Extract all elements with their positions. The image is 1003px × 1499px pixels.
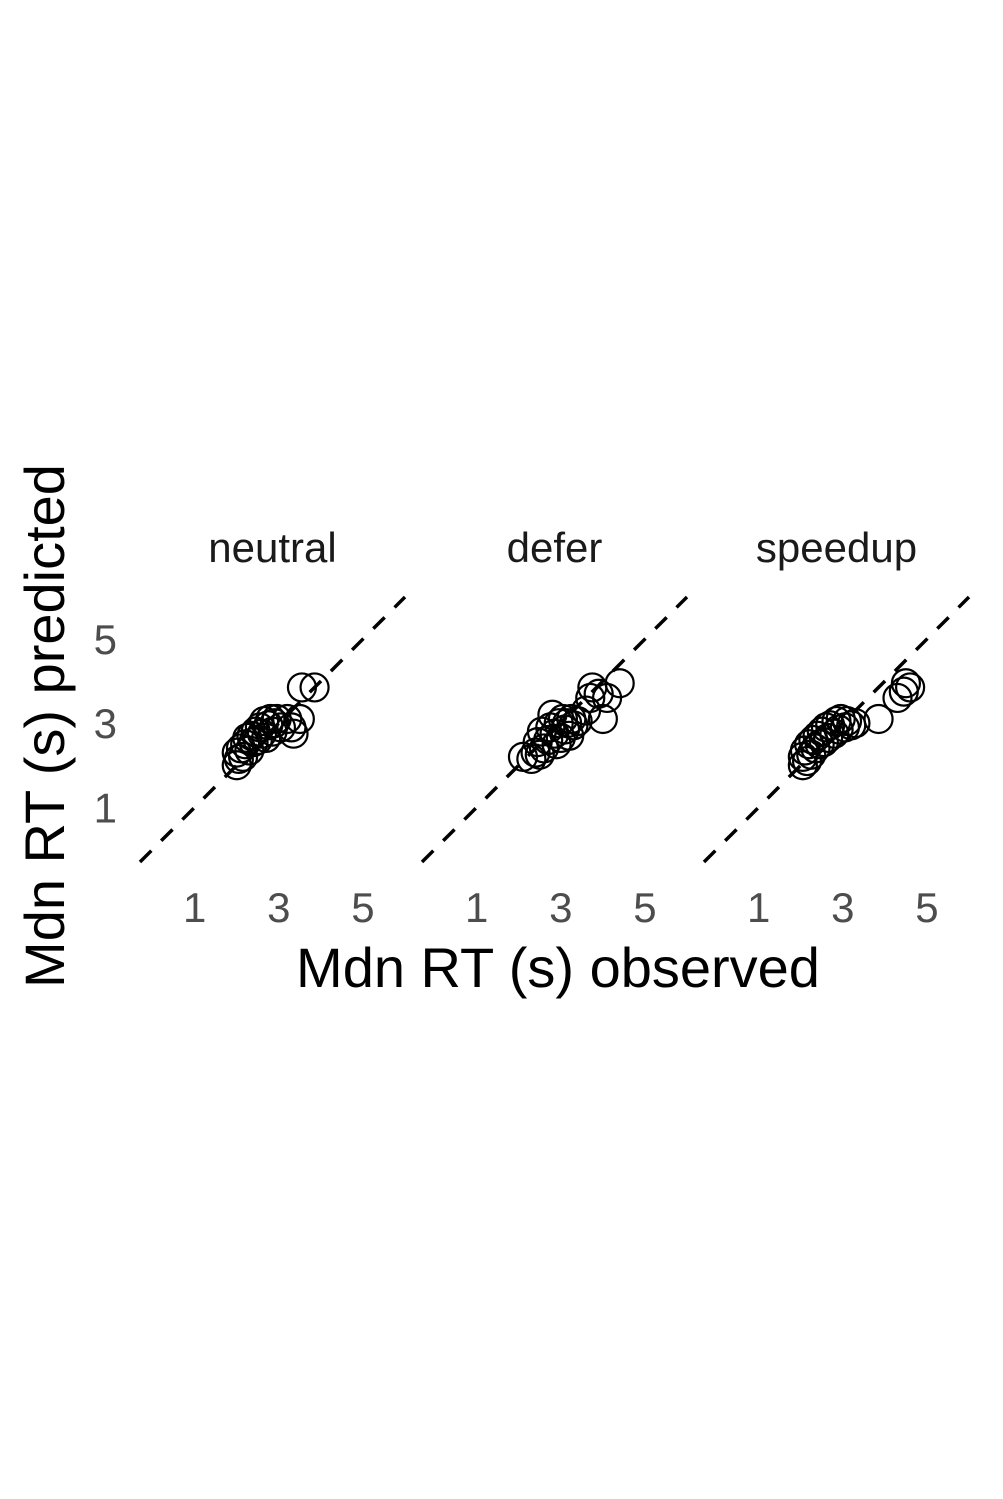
data-point (804, 729, 835, 760)
data-point (604, 668, 635, 699)
data-point (587, 703, 618, 735)
facet-label: neutral (208, 524, 336, 571)
data-point (524, 739, 555, 770)
facet-panel-speedup: speedup 1 3 5 (702, 524, 971, 931)
x-tick-label: 5 (633, 884, 656, 931)
y-tick-label: 5 (94, 616, 117, 663)
data-point (255, 703, 286, 735)
data-point (840, 708, 871, 739)
data-point (863, 703, 894, 735)
data-point (284, 703, 315, 735)
facet-panel-defer: defer 1 3 5 (420, 524, 689, 931)
data-point (895, 672, 926, 703)
data-point (278, 718, 309, 749)
data-point (794, 729, 825, 760)
y-axis-title: Mdn RT (s) predicted (13, 464, 76, 988)
identity-line (138, 595, 407, 864)
y-tick-label: 1 (94, 784, 117, 831)
x-tick-label: 3 (549, 884, 572, 931)
x-tick-label: 5 (915, 884, 938, 931)
x-axis-title: Mdn RT (s) observed (296, 936, 820, 999)
facet-panel-neutral: neutral 1 3 5 (138, 524, 407, 931)
x-tick-label: 1 (183, 884, 206, 931)
x-tick-label: 1 (747, 884, 770, 931)
x-tick-label: 3 (831, 884, 854, 931)
data-point (562, 705, 593, 737)
data-point (299, 672, 330, 703)
data-point (890, 668, 922, 699)
facet-label: defer (507, 524, 603, 571)
data-point (259, 708, 290, 739)
facet-label: speedup (756, 524, 917, 571)
x-tick-label: 5 (351, 884, 374, 931)
data-point (286, 672, 318, 703)
x-tick-label: 1 (465, 884, 488, 931)
facet-panels: neutral 1 3 5 defer 1 3 5 speedup 1 3 5 1 3 5 (94, 524, 971, 931)
x-tick-label: 3 (267, 884, 290, 931)
y-tick-label: 3 (94, 700, 117, 747)
